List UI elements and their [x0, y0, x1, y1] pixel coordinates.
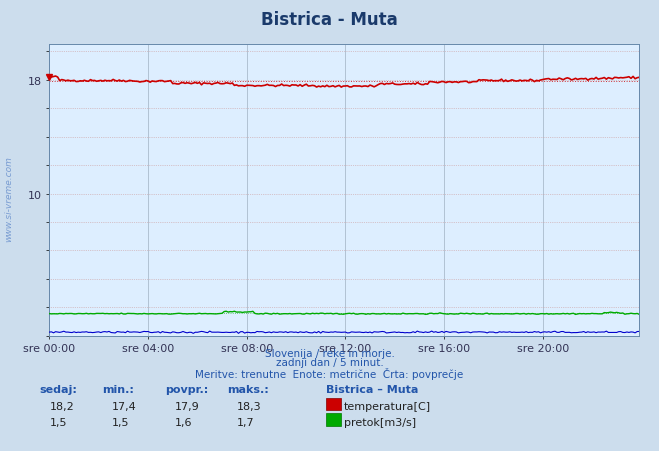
Text: 18,2: 18,2 — [49, 401, 74, 411]
Text: Bistrica - Muta: Bistrica - Muta — [261, 11, 398, 29]
Text: temperatura[C]: temperatura[C] — [344, 401, 431, 411]
Text: maks.:: maks.: — [227, 384, 269, 394]
Text: Bistrica – Muta: Bistrica – Muta — [326, 384, 418, 394]
Text: zadnji dan / 5 minut.: zadnji dan / 5 minut. — [275, 358, 384, 368]
Text: www.si-vreme.com: www.si-vreme.com — [4, 156, 13, 241]
Text: 17,9: 17,9 — [175, 401, 200, 411]
Text: sedaj:: sedaj: — [40, 384, 77, 394]
Text: pretok[m3/s]: pretok[m3/s] — [344, 417, 416, 427]
Text: povpr.:: povpr.: — [165, 384, 208, 394]
Text: min.:: min.: — [102, 384, 134, 394]
Text: Slovenija / reke in morje.: Slovenija / reke in morje. — [264, 348, 395, 358]
Text: 17,4: 17,4 — [112, 401, 137, 411]
Text: 18,3: 18,3 — [237, 401, 262, 411]
Text: 1,5: 1,5 — [49, 417, 67, 427]
Text: Meritve: trenutne  Enote: metrične  Črta: povprečje: Meritve: trenutne Enote: metrične Črta: … — [195, 367, 464, 379]
Text: 1,5: 1,5 — [112, 417, 130, 427]
Text: 1,7: 1,7 — [237, 417, 255, 427]
Text: 1,6: 1,6 — [175, 417, 192, 427]
